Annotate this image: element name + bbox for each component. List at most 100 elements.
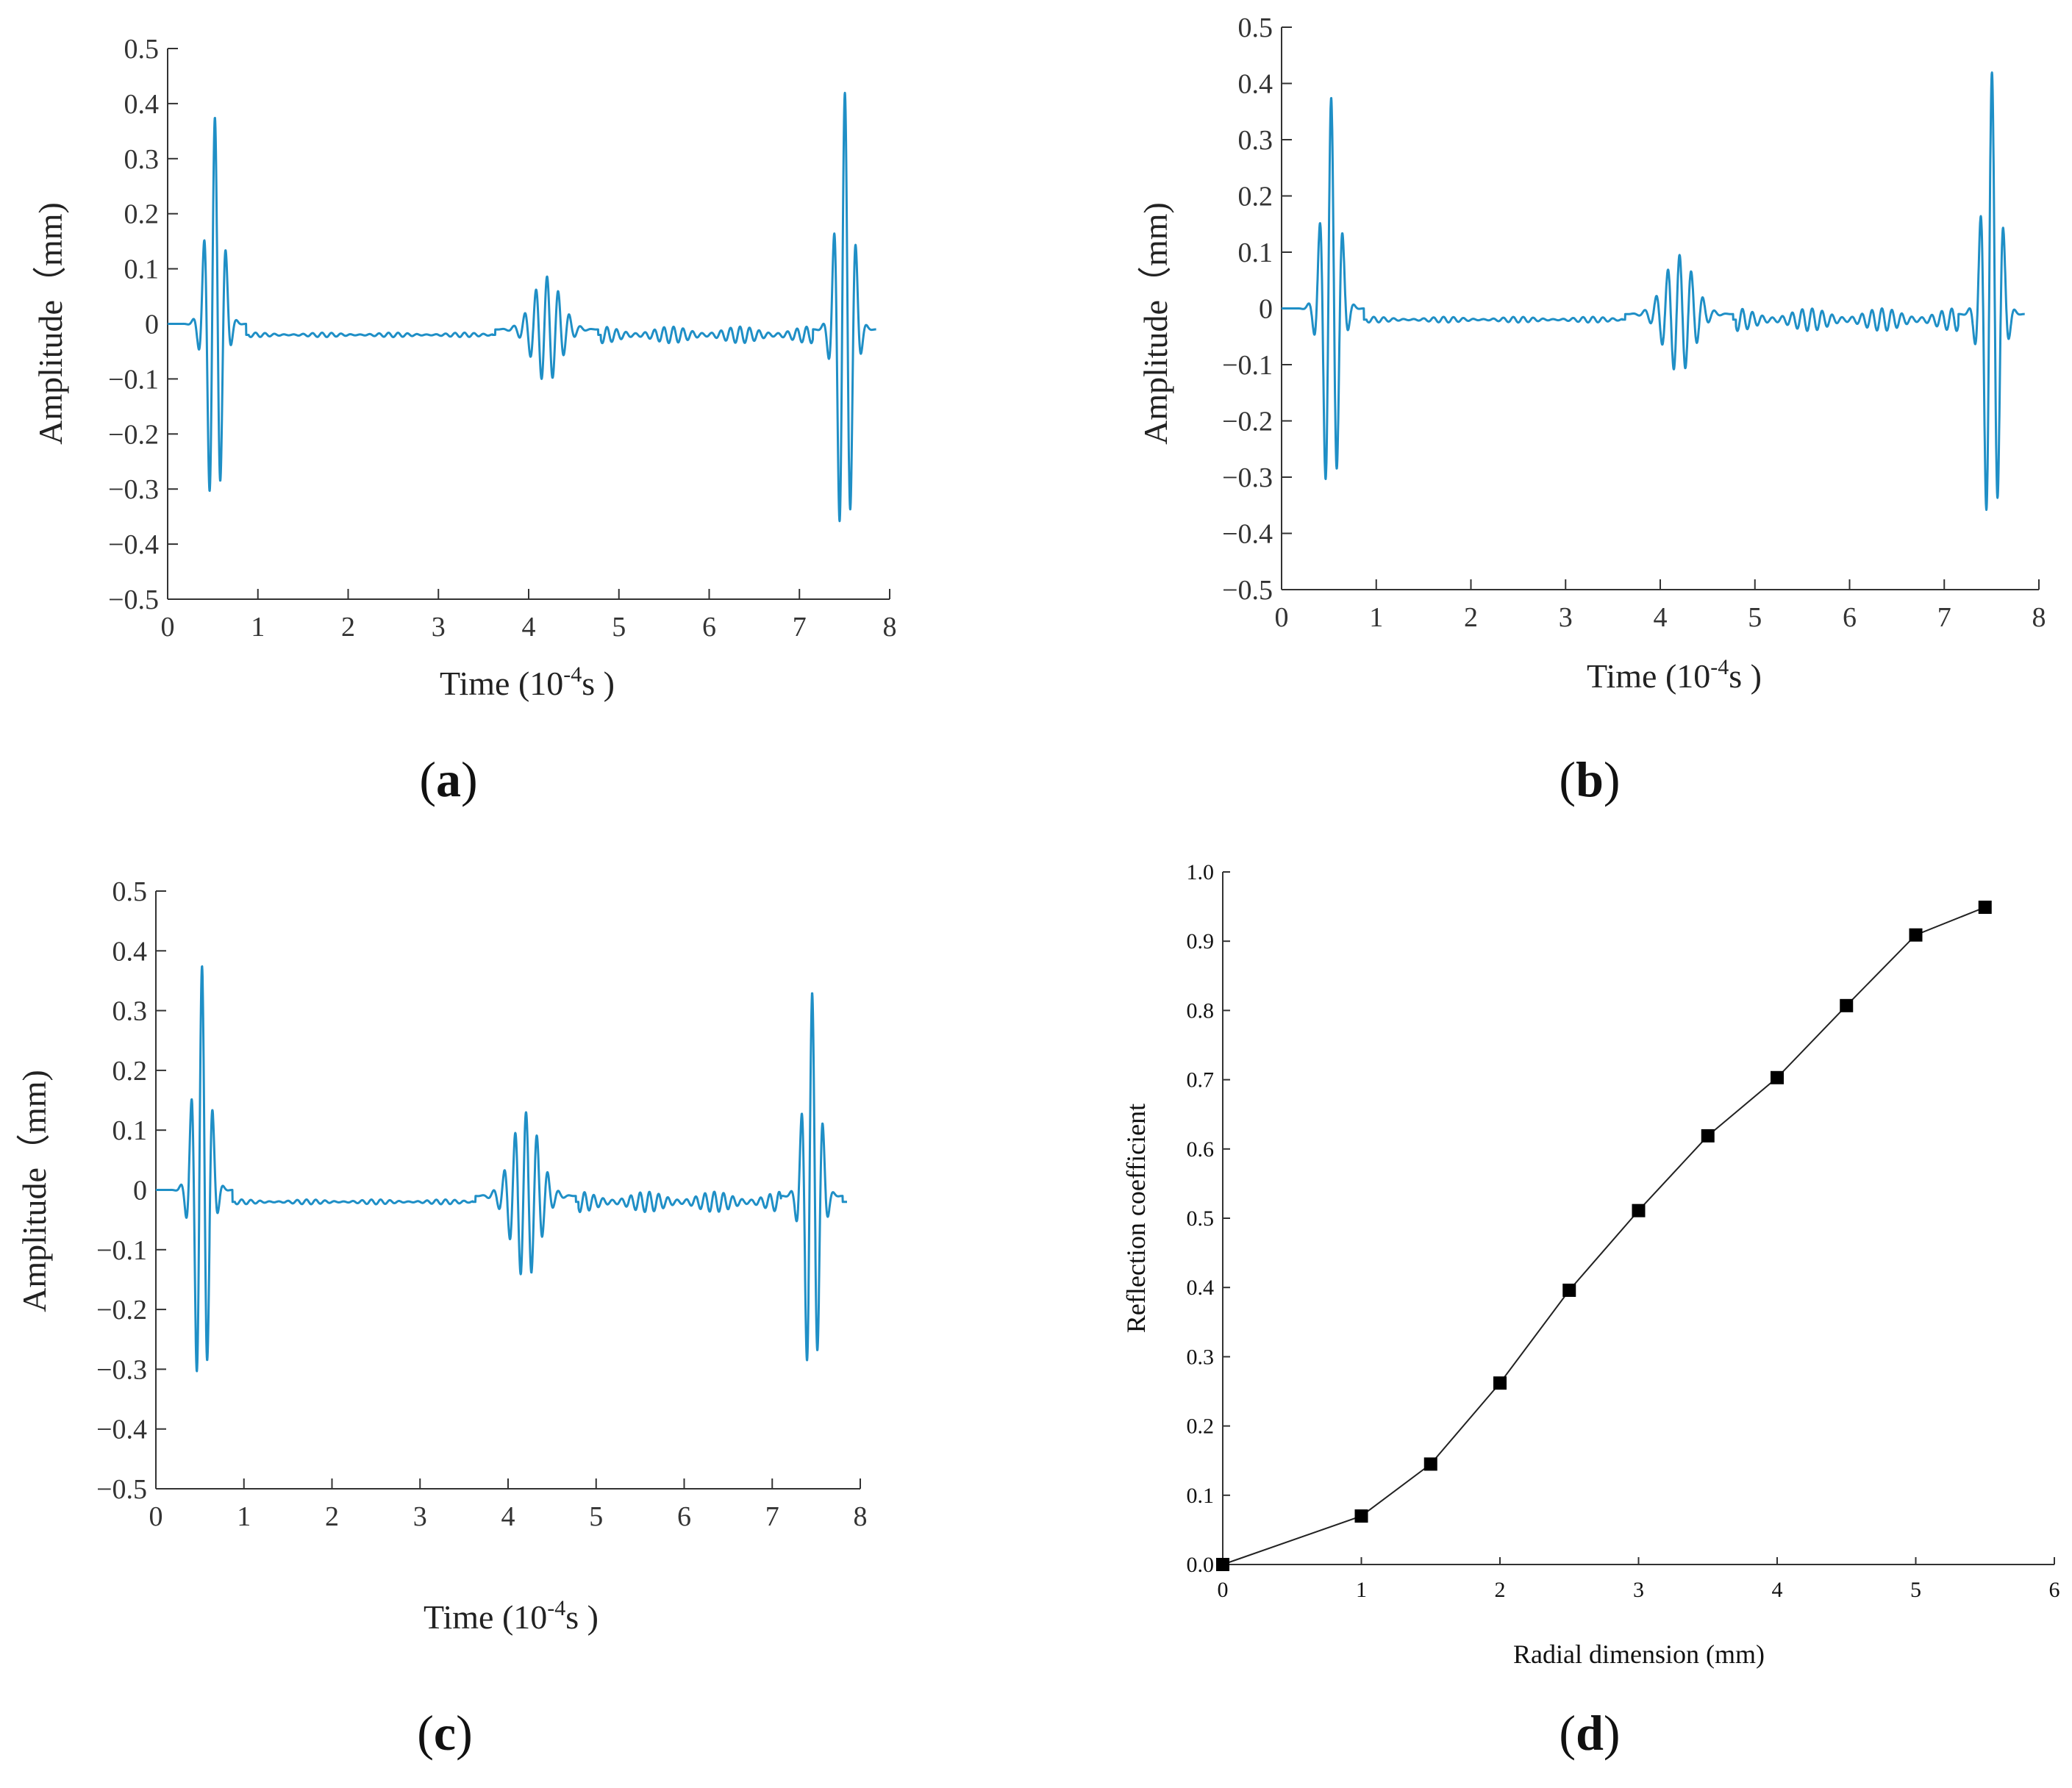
y-tick-label: 0.9 (1187, 929, 1215, 954)
panel-label: (b) (1559, 751, 1620, 807)
x-tick-label: 6 (1843, 602, 1857, 633)
y-tick-label: 0 (145, 310, 159, 340)
chart-d: 0 1 2 3 4 5 6 1.0 0.9 0.8 0.7 0.6 0.5 0.4 0.3 0.2 0.1 0.0… (1121, 860, 2060, 1761)
y-tick-label: 0 (1259, 294, 1273, 325)
y-tick-label: −0.2 (108, 419, 159, 450)
y-tick-label: 0.4 (112, 936, 148, 967)
chart-c: 0 1 2 3 4 5 6 7 8 0.5 0.4 0.3 0.2 0.1 0 −0.1 −0.2 −0.3 −0.… (15, 876, 868, 1761)
panel-letter: d (1576, 1705, 1604, 1761)
y-tick-label: 0.2 (124, 199, 160, 230)
panel-letter: a (436, 751, 461, 807)
data-point-marker (1354, 1509, 1368, 1523)
x-tick-label: 1 (1356, 1578, 1367, 1602)
x-tick-label: 0 (161, 612, 175, 643)
y-tick-label: 0.3 (112, 996, 148, 1027)
y-tick-label: 0.2 (1187, 1415, 1215, 1439)
y-tick-label: −0.5 (108, 584, 159, 615)
y-tick-label: 0.5 (1187, 1206, 1215, 1231)
x-tick-label: 2 (325, 1501, 339, 1532)
y-tick-label: 0.0 (1187, 1553, 1215, 1577)
y-tick-label: 0.5 (1238, 12, 1273, 43)
x-tick-label: 7 (1937, 602, 1951, 633)
y-tick-label: −0.4 (1222, 519, 1273, 550)
x-tick-label: 2 (1464, 602, 1478, 633)
x-axis-title-prefix: Time (10 (1587, 657, 1710, 695)
x-tick-label: 8 (2032, 602, 2046, 633)
x-tick-label: 5 (1748, 602, 1762, 633)
y-axis-title: Amplitude（mm) (15, 1070, 53, 1312)
data-point-marker (1493, 1376, 1507, 1390)
x-tick-label: 6 (2049, 1578, 2060, 1602)
x-tick-label: 4 (522, 612, 536, 643)
x-axis-title-suffix: s ) (565, 1598, 599, 1636)
y-tick-label: 0.1 (124, 254, 160, 285)
signal-series-line (1280, 71, 2026, 511)
chart-b: 0 1 2 3 4 5 6 7 8 0.5 0.4 0.3 0.2 0.1 0 −0.1 −0.2 −0.3 −0.… (1137, 12, 2046, 807)
y-tick-label: −0.3 (96, 1354, 147, 1385)
signal-series-line (166, 91, 877, 523)
data-point-marker (1909, 928, 1923, 942)
x-tick-label: 1 (237, 1501, 251, 1532)
data-point-marker (1632, 1204, 1646, 1217)
y-tick-label: −0.1 (1222, 350, 1273, 381)
signal-series-line (154, 965, 849, 1373)
y-tick-label: 0.1 (112, 1115, 148, 1146)
plot-area: 0 1 2 3 4 5 6 7 8 0.5 0.4 0.3 0.2 0.1 0 −0.1 −0.2 −0.3 −0.… (1222, 12, 2046, 633)
chart-a: 0 1 2 3 4 5 6 7 8 0.5 0.4 0.3 0.2 0.1 0 −0.1 −0.2 −0.3 −0.… (32, 34, 897, 807)
plot-area: 0 1 2 3 4 5 6 7 8 0.5 0.4 0.3 0.2 0.1 0 −0.1 −0.2 −0.3 −0.… (96, 876, 867, 1532)
y-tick-label: 0.4 (124, 89, 160, 120)
y-tick-label: 0.7 (1187, 1068, 1215, 1093)
x-tick-label: 3 (1633, 1578, 1644, 1602)
x-tick-label: 7 (793, 612, 807, 643)
y-tick-label: 0.5 (112, 876, 148, 907)
y-tick-label: 0.6 (1187, 1137, 1215, 1162)
x-axis-title: Time (10-4s ) (424, 1596, 599, 1636)
data-point-marker (1701, 1129, 1715, 1142)
plot-area: 0 1 2 3 4 5 6 1.0 0.9 0.8 0.7 0.6 0.5 0.4 0.3 0.2 0.1 0.0 (1187, 860, 2060, 1602)
x-tick-label: 4 (1654, 602, 1668, 633)
x-tick-label: 6 (677, 1501, 691, 1532)
y-tick-label: 0.8 (1187, 998, 1215, 1023)
y-axis-title: Amplitude（mm) (1137, 202, 1174, 445)
y-tick-label: 0.1 (1238, 237, 1273, 268)
x-tick-label: 3 (432, 612, 446, 643)
x-tick-label: 0 (149, 1501, 163, 1532)
x-tick-label: 3 (1559, 602, 1573, 633)
y-tick-label: 0.5 (124, 34, 160, 65)
panel-label: (d) (1559, 1705, 1620, 1761)
data-point-marker (1423, 1457, 1437, 1471)
panel-letter: c (434, 1705, 456, 1761)
y-tick-label: −0.5 (96, 1474, 147, 1505)
y-tick-label: 0 (133, 1176, 147, 1206)
x-axis-title-suffix: s ) (582, 665, 615, 702)
x-tick-label: 5 (589, 1501, 603, 1532)
x-axis-title-prefix: Time (10 (424, 1598, 547, 1636)
x-tick-label: 7 (765, 1501, 779, 1532)
y-axis-title: Amplitude（mm) (32, 202, 69, 445)
y-tick-label: −0.3 (1222, 462, 1273, 493)
y-tick-label: −0.5 (1222, 575, 1273, 606)
data-point-marker (1562, 1283, 1576, 1297)
x-tick-label: 0 (1218, 1578, 1229, 1602)
y-tick-label: 0.3 (1187, 1345, 1215, 1369)
x-tick-label: 5 (612, 612, 626, 643)
x-axis-title-exponent: -4 (1710, 655, 1729, 679)
x-tick-label: 0 (1275, 602, 1289, 633)
x-axis-title: Radial dimension (mm) (1513, 1639, 1765, 1669)
x-tick-label: 6 (702, 612, 716, 643)
x-tick-label: 5 (1910, 1578, 1921, 1602)
y-tick-label: −0.1 (108, 364, 159, 395)
data-point-marker (1840, 998, 1854, 1012)
x-tick-label: 4 (1772, 1578, 1783, 1602)
y-tick-label: 0.3 (124, 144, 160, 175)
x-axis-title: Time (10-4s ) (1587, 655, 1762, 695)
panel-label: (a) (419, 751, 477, 807)
x-axis-title-prefix: Time (10 (440, 665, 563, 702)
reflection-series-line (1222, 906, 1986, 1565)
x-tick-label: 3 (413, 1501, 427, 1532)
data-point-marker (1978, 901, 1992, 915)
y-tick-label: 0.3 (1238, 125, 1273, 156)
x-axis-title-exponent: -4 (547, 1596, 565, 1620)
y-tick-label: −0.3 (108, 474, 159, 505)
data-point-marker (1771, 1070, 1784, 1084)
